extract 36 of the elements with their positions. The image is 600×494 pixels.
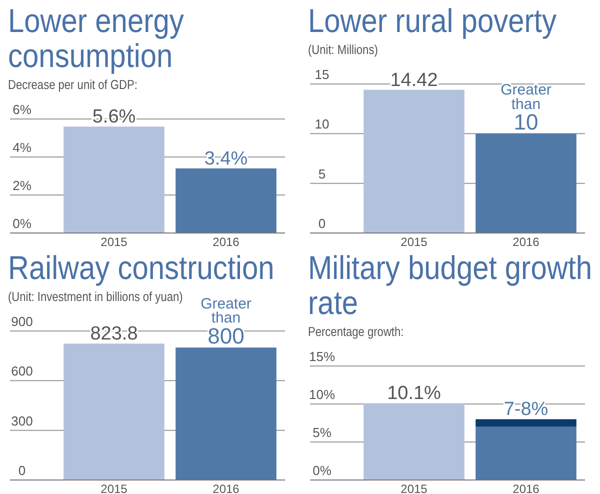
y-tick-label: 900 — [11, 314, 33, 329]
chart-subtitle: (Unit: Millions) — [308, 42, 378, 58]
data-label: Greater than 10 — [500, 82, 552, 135]
y-tick-label: 10 — [314, 116, 330, 132]
y-tick-label: 15 — [314, 67, 330, 82]
annotation: 7-8% — [504, 399, 548, 420]
chart-subtitle: Percentage growth: — [308, 324, 404, 340]
x-tick-label: 2016 — [212, 235, 240, 249]
y-tick-label: 5% — [312, 425, 332, 440]
y-tick-label: 4% — [12, 140, 32, 155]
y-tick-label: 300 — [11, 413, 33, 428]
y-tick-label: 6% — [12, 102, 32, 117]
y-tick-label: 0% — [312, 463, 332, 478]
chart-subtitle: (Unit: Investment in billions of yuan) — [8, 289, 183, 304]
y-tick-label: 15% — [308, 349, 336, 364]
x-tick-label: 2015 — [100, 235, 128, 249]
x-tick-label: 2015 — [400, 482, 428, 494]
chart-title: Military budget growth rate — [308, 249, 592, 322]
x-tick-label: 2016 — [512, 482, 540, 494]
y-tick-label: 0% — [12, 216, 32, 231]
y-tick-label: 2% — [12, 178, 32, 193]
data-label: Greater than 800 — [200, 295, 252, 349]
x-tick-label: 2016 — [512, 235, 540, 249]
x-tick-label: 2016 — [212, 482, 240, 494]
y-tick-label: 5 — [318, 166, 326, 182]
chart-title: Railway construction — [8, 249, 274, 286]
x-tick-label: 2015 — [400, 235, 428, 249]
y-tick-label: 600 — [11, 364, 33, 379]
x-tick-label: 2015 — [100, 482, 128, 494]
chart-title: Lower energy consumption — [8, 2, 184, 74]
chart-title: Lower rural poverty — [308, 2, 557, 40]
chart-subtitle: Decrease per unit of GDP: — [8, 77, 138, 92]
data-label: 10.1% — [387, 383, 442, 404]
y-tick-label: 0 — [318, 216, 326, 231]
y-tick-label: 10% — [308, 387, 336, 402]
y-tick-label: 0 — [18, 463, 26, 478]
